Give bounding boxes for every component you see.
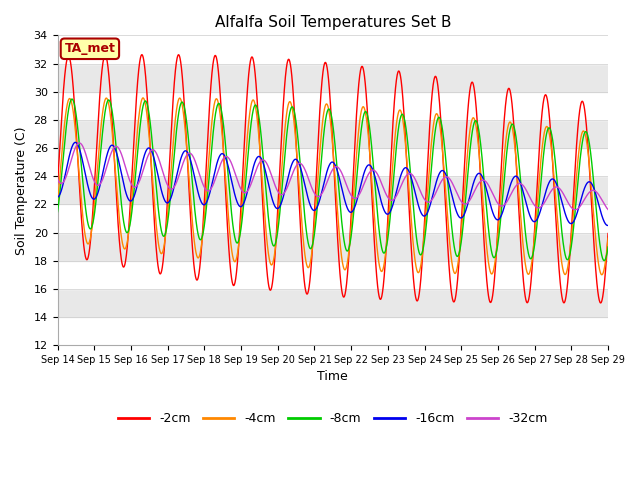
-2cm	[138, 52, 146, 58]
-16cm	[604, 223, 612, 228]
-2cm	[596, 300, 604, 306]
-16cm	[119, 179, 127, 184]
-4cm	[119, 243, 127, 249]
Title: Alfalfa Soil Temperatures Set B: Alfalfa Soil Temperatures Set B	[214, 15, 451, 30]
X-axis label: Time: Time	[317, 371, 348, 384]
Bar	[58, 63, 608, 92]
-16cm	[72, 140, 79, 145]
-8cm	[68, 96, 76, 102]
-4cm	[604, 235, 612, 241]
-4cm	[434, 113, 442, 119]
-32cm	[604, 206, 612, 212]
Bar	[58, 92, 608, 120]
Bar	[58, 36, 608, 63]
Line: -8cm: -8cm	[58, 99, 608, 261]
Bar	[58, 120, 608, 148]
Line: -32cm: -32cm	[58, 143, 608, 210]
-32cm	[120, 159, 128, 165]
-8cm	[88, 222, 96, 228]
-2cm	[225, 245, 233, 251]
-8cm	[600, 258, 608, 264]
-8cm	[54, 209, 61, 215]
-2cm	[479, 217, 486, 223]
Bar	[58, 289, 608, 317]
Line: -4cm: -4cm	[58, 98, 608, 275]
-16cm	[434, 174, 442, 180]
-4cm	[225, 219, 233, 225]
-2cm	[54, 181, 61, 187]
Text: TA_met: TA_met	[65, 42, 115, 55]
-32cm	[479, 177, 486, 183]
Bar	[58, 148, 608, 176]
-16cm	[54, 194, 61, 200]
Bar	[58, 204, 608, 232]
-16cm	[225, 166, 233, 172]
-4cm	[120, 245, 127, 251]
-16cm	[604, 223, 612, 228]
-16cm	[479, 175, 486, 181]
-32cm	[434, 185, 442, 191]
Line: -16cm: -16cm	[58, 143, 608, 226]
-8cm	[120, 220, 128, 226]
Bar	[58, 232, 608, 261]
Bar	[58, 261, 608, 289]
Line: -2cm: -2cm	[58, 55, 608, 303]
-2cm	[119, 264, 127, 269]
-8cm	[604, 244, 612, 250]
-16cm	[120, 182, 128, 188]
-32cm	[119, 156, 127, 162]
-8cm	[225, 180, 233, 186]
-8cm	[479, 163, 486, 169]
-2cm	[604, 230, 612, 236]
Bar	[58, 317, 608, 345]
Legend: -2cm, -4cm, -8cm, -16cm, -32cm: -2cm, -4cm, -8cm, -16cm, -32cm	[113, 407, 552, 430]
-32cm	[54, 176, 61, 182]
-4cm	[479, 197, 486, 203]
-32cm	[88, 174, 96, 180]
-8cm	[119, 216, 127, 221]
-2cm	[120, 264, 127, 270]
-4cm	[54, 200, 61, 206]
Y-axis label: Soil Temperature (C): Soil Temperature (C)	[15, 126, 28, 254]
-4cm	[598, 272, 605, 277]
-32cm	[572, 207, 579, 213]
-32cm	[76, 140, 83, 146]
-4cm	[139, 95, 147, 101]
-8cm	[434, 115, 442, 121]
-2cm	[88, 216, 96, 222]
-2cm	[434, 84, 442, 90]
-16cm	[88, 195, 96, 201]
Bar	[58, 176, 608, 204]
-32cm	[225, 156, 233, 161]
-4cm	[88, 223, 96, 229]
